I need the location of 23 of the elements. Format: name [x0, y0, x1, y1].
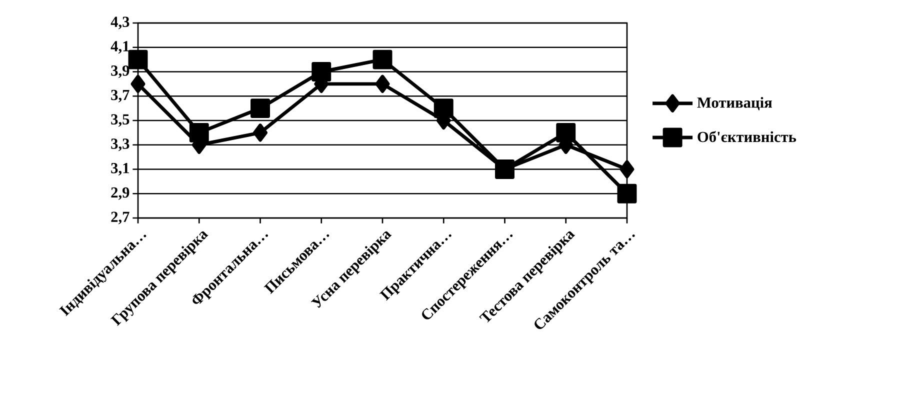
y-tick-label: 4,1: [110, 41, 129, 54]
point: [617, 184, 637, 204]
point: [189, 122, 209, 142]
point: [128, 50, 148, 70]
point: [130, 74, 146, 93]
point: [253, 124, 268, 142]
y-tick-label: 3,3: [111, 138, 130, 152]
y-tick-label: 2,7: [111, 212, 130, 224]
point: [372, 50, 392, 70]
y-tick-label: 3,5: [111, 114, 130, 127]
point: [556, 122, 576, 142]
y-tick-label: 3,9: [111, 65, 130, 78]
legend-label: Об'єктивність: [698, 130, 796, 142]
legend-label: Мотивація: [697, 97, 772, 110]
point: [375, 74, 390, 93]
point: [312, 62, 332, 82]
y-tick-label: 3,1: [111, 162, 129, 176]
y-tick-label: 4,3: [110, 16, 130, 30]
point: [620, 160, 634, 178]
point: [250, 98, 270, 118]
y-tick-label: 3,7: [111, 90, 130, 102]
point: [434, 98, 454, 118]
y-tick-label: 2,9: [111, 187, 130, 200]
